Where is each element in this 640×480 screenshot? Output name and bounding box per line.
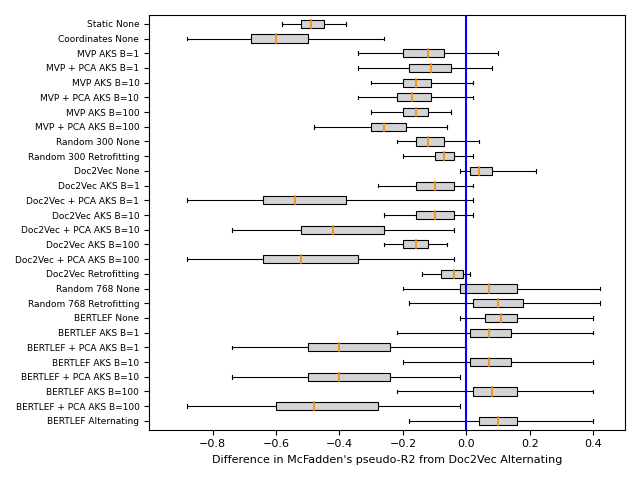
Bar: [415, 181, 454, 190]
Bar: [251, 35, 308, 43]
Bar: [435, 152, 454, 160]
Bar: [403, 79, 431, 87]
Bar: [308, 373, 390, 381]
Bar: [470, 329, 511, 336]
Bar: [441, 270, 463, 278]
Bar: [485, 314, 517, 322]
Bar: [473, 299, 524, 307]
Bar: [397, 93, 431, 101]
Bar: [415, 137, 444, 145]
Bar: [263, 196, 346, 204]
Bar: [403, 49, 444, 57]
Bar: [403, 108, 428, 116]
Bar: [473, 387, 517, 396]
Bar: [301, 20, 324, 28]
Bar: [301, 226, 384, 234]
Bar: [403, 240, 428, 249]
Bar: [263, 255, 358, 263]
X-axis label: Difference in McFadden's pseudo-R2 from Doc2Vec Alternating: Difference in McFadden's pseudo-R2 from …: [212, 455, 562, 465]
Bar: [460, 285, 517, 293]
Bar: [479, 417, 517, 425]
Bar: [276, 402, 378, 410]
Bar: [470, 358, 511, 366]
Bar: [470, 167, 492, 175]
Bar: [308, 343, 390, 351]
Bar: [415, 211, 454, 219]
Bar: [409, 64, 451, 72]
Bar: [371, 123, 406, 131]
